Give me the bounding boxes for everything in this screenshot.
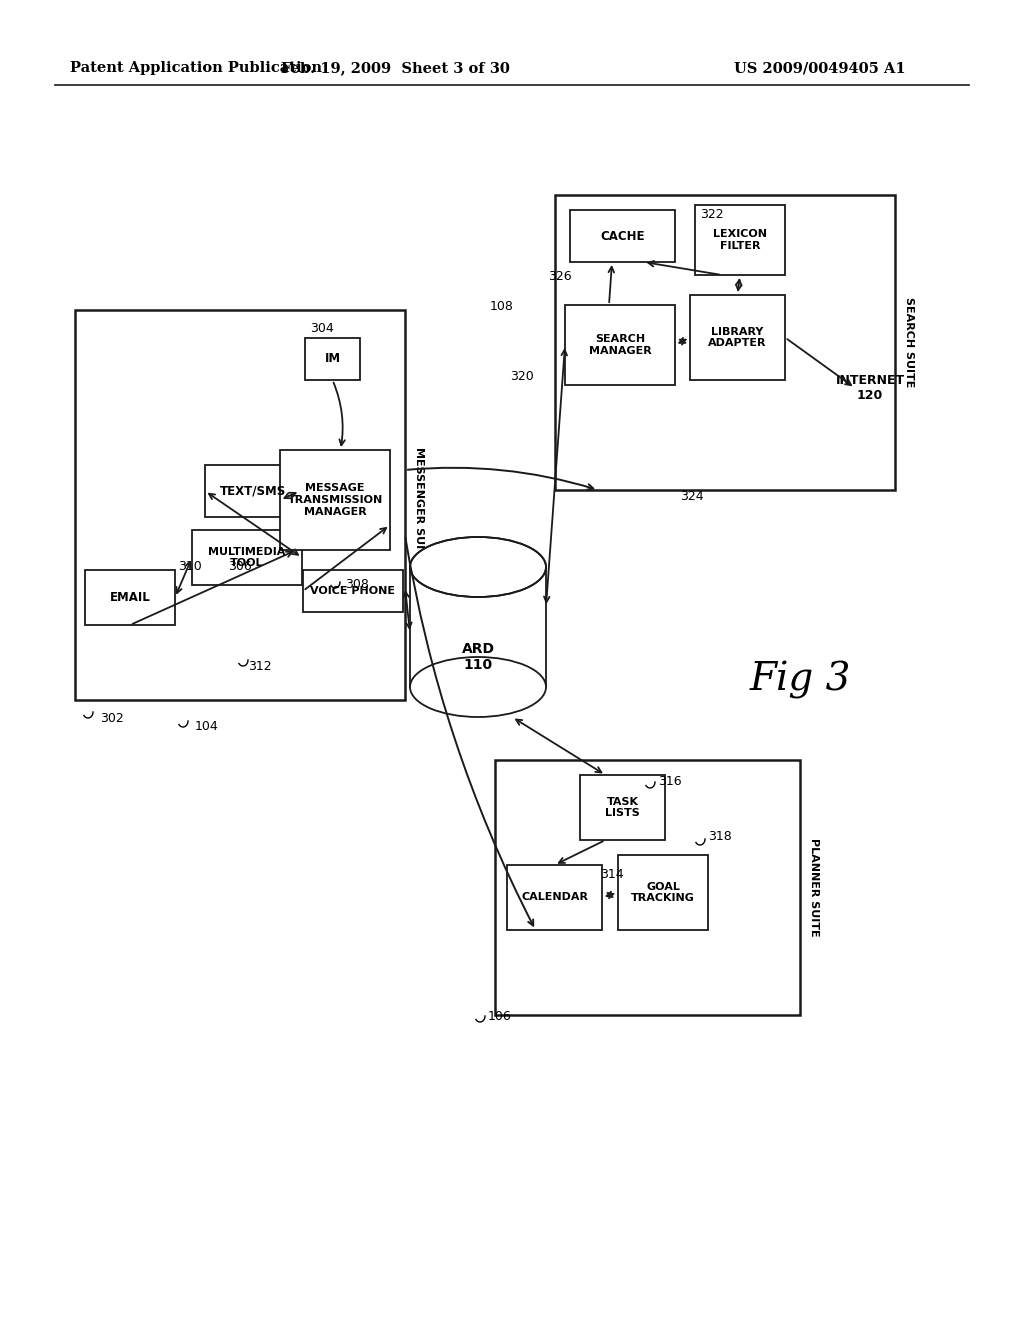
- Text: SEARCH SUITE: SEARCH SUITE: [904, 297, 914, 388]
- Text: IM: IM: [325, 352, 341, 366]
- Bar: [580, 775, 665, 840]
- Text: GOAL
TRACKING: GOAL TRACKING: [631, 882, 695, 903]
- Bar: [280, 450, 390, 550]
- Bar: [618, 855, 708, 931]
- Text: MESSENGER SUITE: MESSENGER SUITE: [414, 446, 424, 564]
- Text: Feb. 19, 2009  Sheet 3 of 30: Feb. 19, 2009 Sheet 3 of 30: [281, 61, 509, 75]
- Bar: [570, 210, 675, 261]
- Text: MESSAGE
TRANSMISSION
MANAGER: MESSAGE TRANSMISSION MANAGER: [288, 483, 383, 516]
- Text: LEXICON
FILTER: LEXICON FILTER: [713, 230, 767, 251]
- Bar: [85, 570, 175, 624]
- Bar: [303, 570, 403, 612]
- Bar: [305, 338, 360, 380]
- Text: 308: 308: [345, 578, 369, 591]
- Text: 324: 324: [680, 490, 703, 503]
- Text: PLANNER SUITE: PLANNER SUITE: [809, 838, 819, 937]
- Text: 318: 318: [708, 830, 732, 843]
- Ellipse shape: [410, 537, 546, 597]
- Bar: [690, 294, 785, 380]
- Text: 310: 310: [178, 560, 202, 573]
- Bar: [507, 865, 602, 931]
- Bar: [695, 205, 785, 275]
- Text: 322: 322: [700, 209, 724, 220]
- Text: CACHE: CACHE: [600, 230, 645, 243]
- Text: TASK
LISTS: TASK LISTS: [605, 797, 640, 818]
- Text: LIBRARY
ADAPTER: LIBRARY ADAPTER: [709, 327, 767, 348]
- Bar: [495, 760, 800, 1015]
- Ellipse shape: [410, 657, 546, 717]
- Text: 302: 302: [100, 711, 124, 725]
- Text: TEXT/SMS: TEXT/SMS: [219, 484, 286, 498]
- Text: SEARCH
MANAGER: SEARCH MANAGER: [589, 334, 651, 356]
- Bar: [555, 195, 895, 490]
- Text: US 2009/0049405 A1: US 2009/0049405 A1: [734, 61, 906, 75]
- Text: INTERNET
120: INTERNET 120: [836, 374, 904, 403]
- Text: 106: 106: [488, 1010, 512, 1023]
- Text: 316: 316: [658, 775, 682, 788]
- Text: 314: 314: [600, 869, 624, 880]
- Text: 320: 320: [510, 370, 534, 383]
- Text: Patent Application Publication: Patent Application Publication: [70, 61, 322, 75]
- Text: EMAIL: EMAIL: [110, 591, 151, 605]
- Text: 104: 104: [195, 719, 219, 733]
- Bar: [565, 305, 675, 385]
- Bar: [205, 465, 300, 517]
- Bar: [193, 531, 302, 585]
- Text: CALENDAR: CALENDAR: [521, 892, 588, 903]
- Text: MULTIMEDIA
TOOL: MULTIMEDIA TOOL: [208, 546, 286, 569]
- Text: 304: 304: [310, 322, 334, 335]
- Text: Fig 3: Fig 3: [750, 661, 851, 700]
- Bar: [75, 310, 406, 700]
- Text: 306: 306: [228, 560, 252, 573]
- Text: VOICE PHONE: VOICE PHONE: [310, 586, 395, 597]
- Text: ARD
110: ARD 110: [462, 642, 495, 672]
- Text: 108: 108: [490, 300, 514, 313]
- Text: 312: 312: [248, 660, 271, 673]
- Bar: [410, 568, 546, 686]
- Text: 326: 326: [548, 271, 571, 282]
